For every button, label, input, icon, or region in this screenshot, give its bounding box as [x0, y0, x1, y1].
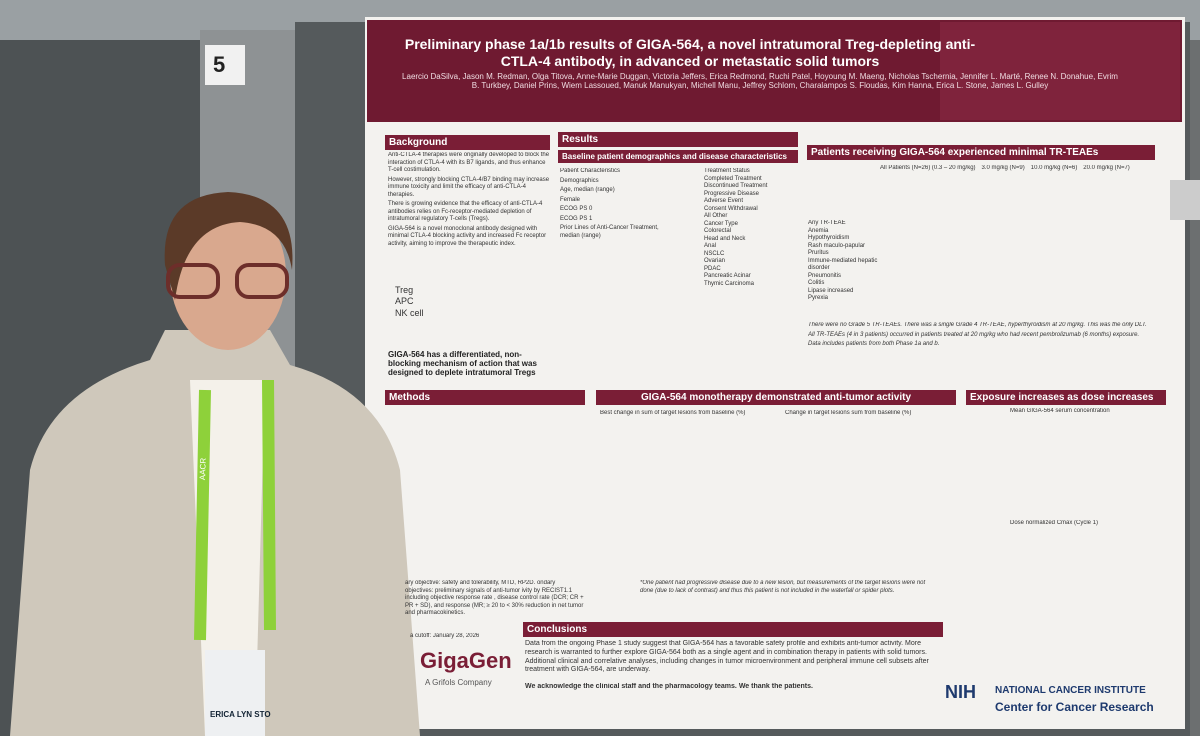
table: Any TR-TEAE Anemia Hypothyroidism Rash macu…: [808, 220, 898, 325]
logo-text: Center for Cancer Research: [995, 700, 1154, 714]
note: There were no Grade 5 TR-TEAEs. There wa…: [808, 322, 1147, 328]
section-heading: Patients receiving GIGA-564 experienced …: [807, 145, 1155, 160]
conclusions-text: Data from the ongoing Phase 1 study sugg…: [525, 640, 929, 674]
section-heading: Background: [385, 135, 550, 150]
table-row: Progressive Disease: [704, 190, 760, 197]
table-row: Age, median (range): [560, 187, 615, 193]
poster-title: Preliminary phase 1a/1b results of GIGA-…: [404, 36, 976, 69]
table: Patient Characteristics Demographics Age, …: [560, 168, 675, 378]
column-header: 20.0 mg/kg (N=7): [1083, 165, 1130, 171]
section-heading: Conclusions: [523, 622, 943, 637]
table-row: Anal: [704, 243, 717, 249]
table-row: Pancreatic Acinar: [704, 273, 751, 279]
table-row: Patient Characteristics: [560, 168, 621, 174]
table-row: Colitis: [808, 280, 825, 286]
section-heading: Methods: [385, 390, 585, 405]
lanyard-text: AACR: [198, 457, 208, 481]
notes: There were no Grade 5 TR-TEAEs. There wa…: [808, 322, 1153, 382]
bullet: There is growing evidence that the effic…: [388, 201, 543, 222]
table-row: Pruritus: [808, 250, 829, 256]
table-row: Lipase increased: [808, 287, 854, 294]
table-row: Hypothyroidism: [808, 235, 850, 241]
section-heading: Exposure increases as dose increases: [966, 390, 1166, 405]
section-heading: Results: [558, 132, 798, 147]
logo-text: A Grifols Company: [425, 678, 492, 687]
table-header: All Patients (N=26) (0.3 – 20 mg/kg) 3.0 …: [880, 165, 1155, 200]
table-row: Treatment Status: [704, 168, 750, 174]
table-row: Colorectal: [704, 228, 732, 234]
table-row: Thymic Carcinoma: [704, 280, 755, 287]
table-row: Demographics: [560, 177, 599, 184]
table-row: Consent Withdrawal: [704, 205, 758, 212]
table-row: All Other: [704, 213, 728, 219]
table-row: Adverse Event: [704, 198, 744, 204]
footnote: *One patient had progressive disease due…: [640, 580, 926, 594]
table-row: Prior Lines of Anti-Cancer Treatment, me…: [560, 225, 659, 239]
chart-title: Change in target lesions sum from baseli…: [785, 410, 912, 416]
table-row: Pyrexia: [808, 295, 829, 301]
column-header: 10.0 mg/kg (N=6): [1030, 165, 1078, 171]
methods-text: ary objective: safety and tolerability, …: [405, 580, 584, 616]
diagram: Treg APC NK cell: [395, 285, 545, 335]
logo-text: NATIONAL CANCER INSTITUTE: [995, 685, 1146, 696]
board-number: 5: [213, 52, 226, 77]
table-row: Discontinued Treatment: [704, 183, 768, 189]
thanks: We acknowledge the clinical staff and th…: [525, 683, 813, 690]
table-row: ECOG PS 1: [560, 215, 593, 222]
table-row: Completed Treatment: [704, 175, 762, 182]
table-row: ECOG PS 0: [560, 206, 593, 212]
logo: NIH: [945, 682, 976, 702]
table-row: Head and Neck: [704, 235, 746, 242]
diagram-label: Treg: [395, 285, 414, 295]
table-row: Anemia: [808, 227, 829, 234]
table-row: Pneumonitis: [808, 272, 842, 279]
badge-name: ERICA LYN STO: [210, 710, 271, 719]
note: All TR-TEAEs (4 in 3 patients) occurred …: [808, 331, 1140, 338]
table-row: Any TR-TEAE: [808, 220, 846, 226]
cutoff: a cutoff: January 28, 2026: [410, 633, 480, 639]
table-row: PDAC: [704, 265, 721, 272]
bullets: Anti-CTLA-4 therapies were originally de…: [388, 152, 550, 272]
section-heading: GIGA-564 monotherapy demonstrated anti-t…: [596, 390, 956, 405]
chart-title: Best change in sum of target lesions fro…: [600, 410, 746, 416]
callout: GIGA-564 has a differentiated, non-block…: [388, 350, 537, 377]
authors: Laercio DaSilva, Jason M. Redman, Olga T…: [402, 72, 1118, 90]
diagram-label: APC: [395, 296, 414, 307]
table-row: Female: [560, 196, 581, 203]
table-row: Immune-mediated hepatic disorder: [808, 257, 878, 272]
table-row: NSCLC: [704, 250, 725, 257]
section-heading: Baseline patient demographics and diseas…: [558, 150, 798, 163]
table-row: Ovarian: [704, 258, 726, 264]
diagram-label: NK cell: [395, 307, 424, 318]
chart-title: Mean GIGA-564 serum concentration: [1010, 408, 1110, 414]
table-row: Rash maculo-papular: [808, 242, 866, 249]
bullet: Anti-CTLA-4 therapies were originally de…: [388, 152, 550, 173]
column-header: All Patients (N=26) (0.3 – 20 mg/kg): [880, 165, 976, 171]
bullet: GIGA-564 is a novel monoclonal antibody …: [388, 225, 547, 247]
logo: GigaGen: [420, 648, 512, 673]
bullet: However, strongly blocking CTLA-4/B7 bin…: [388, 176, 550, 198]
note: Data includes patients from both Phase 1…: [808, 341, 940, 347]
table: Treatment Status Completed Treatment Disco…: [704, 168, 799, 378]
table-row: Cancer Type: [704, 220, 738, 227]
chart-title: Dose normalized Cmax (Cycle 1): [1010, 520, 1099, 526]
column-header: 3.0 mg/kg (N=9): [981, 165, 1025, 171]
